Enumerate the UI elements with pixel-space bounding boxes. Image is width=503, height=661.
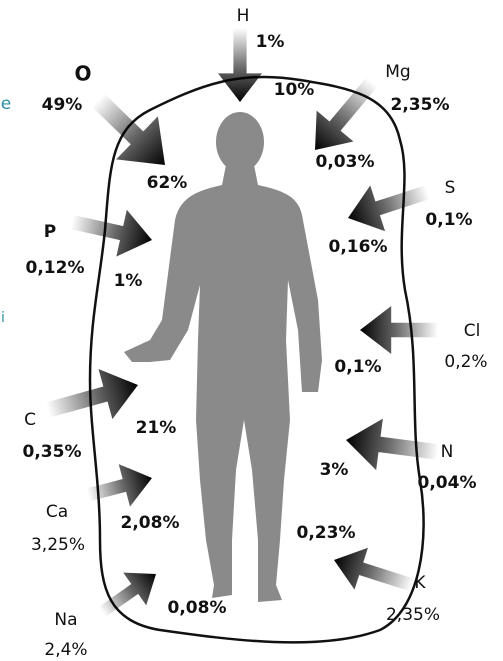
body-percent: 21% xyxy=(136,418,177,438)
arrow xyxy=(77,78,186,186)
environment-percent: 2,4% xyxy=(44,640,87,660)
environment-percent: 49% xyxy=(42,95,83,115)
environment-percent: 2,35% xyxy=(386,605,440,625)
body-percent: 0,23% xyxy=(297,523,356,543)
element-symbol: P xyxy=(44,222,56,242)
arrow xyxy=(343,414,442,478)
arrow-shape xyxy=(82,457,157,517)
environment-percent: 2,35% xyxy=(391,95,450,115)
body-percent: 0,03% xyxy=(316,152,375,172)
element-symbol: Ca xyxy=(46,502,68,522)
element-symbol: Mg xyxy=(385,62,410,82)
element-symbol: S xyxy=(445,178,456,198)
arrow-shape xyxy=(77,78,186,186)
environment-percent: 0,2% xyxy=(444,352,487,372)
environment-percent: 0,1% xyxy=(425,210,472,230)
body-percent: 2,08% xyxy=(121,513,180,533)
environment-percent: 0,04% xyxy=(418,473,477,493)
environment-percent: 0,12% xyxy=(26,258,85,278)
arrow-shape xyxy=(343,414,442,478)
body-percent: 3% xyxy=(320,460,349,480)
arrow xyxy=(82,457,157,517)
diagram: e i H 1% 10% O 49% 62% Mg 2,35% 0,03% S … xyxy=(0,0,503,661)
environment-percent: 3,25% xyxy=(31,535,85,555)
body-percent: 0,08% xyxy=(168,598,227,618)
element-symbol: H xyxy=(237,6,250,26)
arrow-shape xyxy=(67,199,158,264)
arrow xyxy=(327,539,418,606)
body-percent: 1% xyxy=(114,271,143,291)
element-symbol: N xyxy=(441,442,454,462)
arrow xyxy=(67,199,158,264)
arrow-shape xyxy=(360,306,438,354)
element-symbol: O xyxy=(74,62,91,86)
body-percent: 0,16% xyxy=(329,237,388,257)
edge-fragment: e xyxy=(1,94,11,114)
edge-fragment: i xyxy=(1,310,5,326)
environment-percent: 0,35% xyxy=(23,442,82,462)
element-symbol: K xyxy=(414,573,426,593)
environment-percent: 1% xyxy=(256,32,285,52)
element-symbol: Cl xyxy=(464,321,481,341)
arrow xyxy=(341,169,436,241)
arrow xyxy=(360,306,438,354)
body-percent: 62% xyxy=(147,173,188,193)
arrow-shape xyxy=(327,539,418,606)
body-percent: 10% xyxy=(274,80,315,100)
element-symbol: Na xyxy=(54,610,77,630)
element-symbol: C xyxy=(24,410,36,430)
arrow-shape xyxy=(341,169,436,241)
body-percent: 0,1% xyxy=(334,357,381,377)
